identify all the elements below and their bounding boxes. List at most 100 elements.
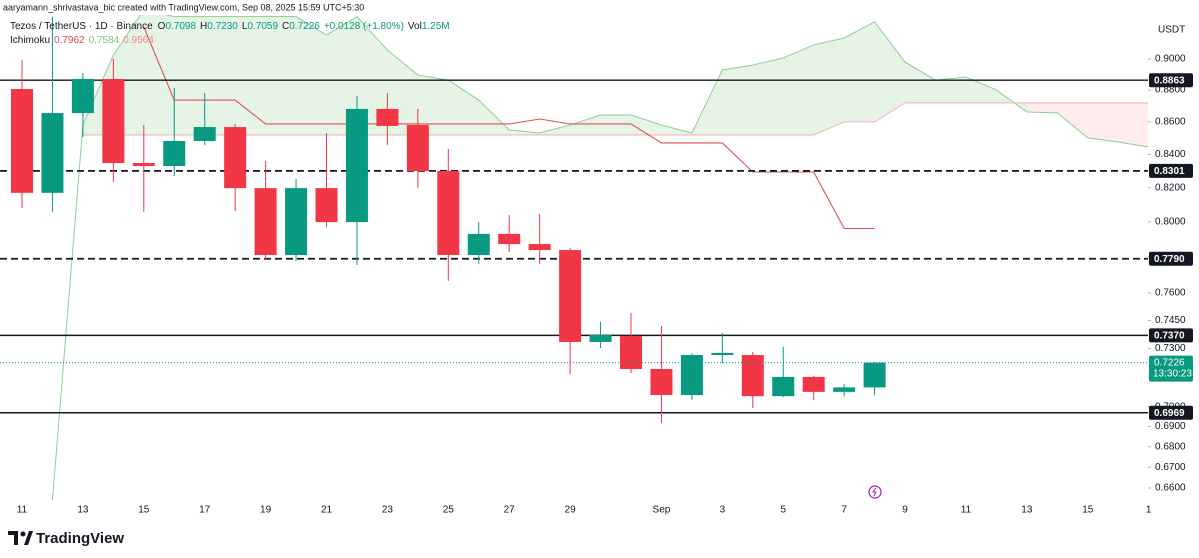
y-tick-label: 0.8800: [1155, 85, 1186, 96]
level-label: 0.7370: [1154, 331, 1185, 342]
x-tick-label: 15: [138, 505, 150, 516]
x-tick-label: 5: [780, 505, 786, 516]
candle-body: [285, 188, 308, 255]
x-tick-label: 15: [1082, 505, 1094, 516]
candle-body: [163, 141, 186, 167]
cloud-fill: [174, 16, 205, 135]
cloud-fill: [813, 37, 845, 135]
event-icon: [872, 487, 877, 497]
ohlc-label: O: [158, 21, 166, 32]
indicator-header: Ichimoku 0.7962 0.7584 0.9564: [10, 35, 154, 46]
candle-body: [589, 335, 612, 342]
candle-body: [376, 108, 399, 126]
candle-body: [11, 88, 33, 193]
cloud-fill: [1118, 102, 1148, 147]
y-tick-label: 0.8600: [1155, 117, 1186, 128]
candle-body: [193, 127, 216, 142]
cloud-fill: [417, 74, 449, 135]
x-tick-label: 13: [77, 505, 89, 516]
price-axis: 0.90000.88000.86000.84000.82000.80000.78…: [1148, 54, 1193, 494]
logo-mark: [20, 531, 26, 537]
cloud-fill: [570, 114, 601, 135]
level-label: 0.6969: [1154, 408, 1185, 419]
x-tick-label: 9: [902, 505, 908, 516]
brand: TradingView: [36, 530, 124, 547]
candle-body: [437, 171, 460, 255]
candle-body: [833, 387, 856, 392]
ohlc-value: 0.7098: [165, 21, 196, 32]
countdown: 13:30:23: [1153, 368, 1192, 379]
cloud-fill: [296, 16, 327, 135]
logo-mark: [8, 531, 18, 545]
y-tick-label: 0.6700: [1155, 462, 1186, 473]
candle-body: [71, 78, 94, 114]
y-tick-label: 0.9000: [1155, 54, 1186, 65]
y-tick-label: 0.6800: [1155, 441, 1186, 452]
cloud-fill: [448, 80, 479, 135]
x-tick-label: 11: [961, 505, 972, 516]
candle-body: [102, 78, 125, 164]
x-tick-label: 29: [565, 505, 577, 516]
cloud-fill: [783, 44, 814, 135]
candle-body: [680, 355, 703, 396]
indicator-value: 0.7962: [54, 35, 85, 46]
candle-body: [467, 233, 490, 255]
x-tick-label: Sep: [653, 505, 671, 516]
y-tick-label: 0.7600: [1155, 288, 1186, 299]
span-a-line: [51, 15, 1148, 500]
ohlc-value: 0.7230: [207, 21, 238, 32]
y-tick-label: 0.7300: [1155, 343, 1186, 354]
candle-body: [559, 250, 582, 342]
plot-area: [0, 15, 1148, 500]
cloud-fill: [844, 21, 875, 122]
cloud-fill: [965, 76, 997, 103]
cloud-fill: [874, 21, 906, 122]
x-tick-label: 1: [1146, 505, 1152, 516]
cloud-fill: [326, 16, 357, 135]
x-tick-label: 7: [841, 505, 847, 516]
x-tick-label: 25: [443, 505, 455, 516]
cloud-fill: [1087, 102, 1119, 142]
x-tick-label: 17: [199, 505, 211, 516]
candle-body: [802, 376, 825, 392]
cloud-fill: [204, 16, 236, 135]
ohlc-label: L: [242, 21, 248, 32]
y-tick-label: 0.6600: [1155, 483, 1186, 494]
volume-value: 1.25M: [422, 21, 450, 32]
x-tick-label: 11: [17, 505, 28, 516]
ohlc-label: C: [282, 21, 289, 32]
candle-body: [711, 352, 734, 356]
cloud-fill: [935, 76, 966, 103]
volume-label: Vol: [408, 21, 422, 32]
cloud-fill: [752, 57, 784, 135]
cloud-fill: [235, 16, 266, 135]
level-label: 0.8863: [1154, 75, 1185, 86]
candle-body: [41, 113, 64, 193]
indicator-value: 0.7584: [89, 35, 120, 46]
ohlc-label: H: [200, 21, 207, 32]
candle-body: [406, 124, 429, 172]
watermark: aaryamann_shrivastava_bic created with T…: [3, 2, 364, 12]
y-tick-label: 0.8400: [1155, 149, 1186, 160]
x-tick-label: 21: [321, 505, 333, 516]
level-label-box: [1149, 328, 1193, 343]
y-tick-label: 0.8000: [1155, 217, 1186, 228]
ohlc-value: 0.7226: [289, 21, 320, 32]
x-tick-label: 27: [504, 505, 516, 516]
level-label-box: [1149, 73, 1193, 88]
x-tick-label: 23: [382, 505, 394, 516]
indicator-value: 0.9564: [123, 35, 154, 46]
candle-body: [620, 335, 642, 369]
candle-body: [528, 244, 551, 251]
level-label: 0.8301: [1154, 166, 1185, 177]
event-icon: [868, 485, 882, 499]
candle-body: [650, 368, 673, 396]
candle-body: [863, 362, 886, 388]
cloud-fill: [265, 16, 297, 135]
last-price-label: 0.7226: [1154, 357, 1185, 368]
change: +0.0128 (+1.80%): [324, 21, 404, 32]
candle-body: [254, 188, 277, 255]
legend-header: Tezos / TetherUS · 1D · Binance O0.7098 H0…: [10, 21, 450, 32]
ohlc-value: 0.7059: [247, 21, 278, 32]
